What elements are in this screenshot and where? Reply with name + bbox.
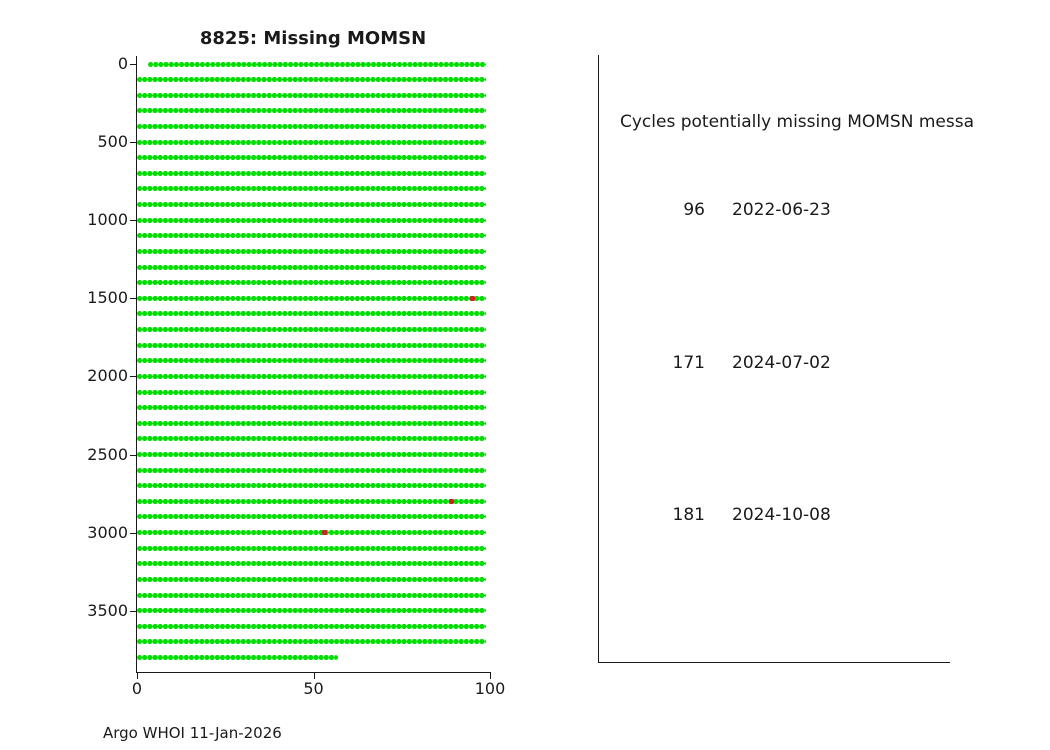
y-tick-label: 0 bbox=[117, 54, 128, 73]
cycle-row bbox=[137, 233, 487, 239]
y-axis-line bbox=[136, 56, 137, 673]
chart-title: 8825: Missing MOMSN bbox=[199, 28, 427, 49]
cycle-row bbox=[137, 420, 487, 426]
cycle-row bbox=[137, 327, 487, 333]
cycle-row bbox=[137, 436, 487, 442]
y-tick-mark bbox=[130, 220, 137, 222]
cycle-row bbox=[137, 452, 487, 457]
missing-cycle-entry: 171 2024-07-02 bbox=[625, 352, 831, 374]
cycle-row bbox=[137, 373, 487, 379]
cycle-row bbox=[137, 280, 487, 286]
entry-date: 2024-07-02 bbox=[732, 352, 831, 373]
entry-cycle-number: 181 bbox=[672, 505, 705, 525]
cycle-row bbox=[137, 608, 487, 614]
cycle-row bbox=[137, 202, 487, 208]
cycle-row bbox=[137, 77, 487, 83]
y-tick-label: 1000 bbox=[87, 210, 128, 230]
y-tick-label: 500 bbox=[97, 132, 128, 152]
entry-date: 2022-06-23 bbox=[732, 200, 831, 220]
cycle-row bbox=[137, 342, 487, 348]
cycle-row bbox=[137, 108, 487, 114]
cycle-row bbox=[137, 358, 487, 364]
cycle-row bbox=[137, 592, 487, 598]
missing-cycle-marker bbox=[321, 530, 327, 536]
cycle-row bbox=[137, 186, 487, 192]
x-tick-mark bbox=[313, 673, 315, 679]
cycle-row bbox=[137, 483, 487, 489]
y-tick-mark bbox=[130, 454, 137, 456]
x-tick-mark bbox=[137, 673, 138, 679]
cycle-row bbox=[137, 467, 487, 473]
y-tick-mark bbox=[130, 532, 137, 534]
cycle-row bbox=[137, 311, 487, 317]
cycle-row bbox=[137, 170, 487, 176]
entry-cycle-number: 96 bbox=[683, 200, 705, 220]
cycle-row bbox=[137, 561, 487, 567]
cycle-row bbox=[137, 545, 487, 551]
cycle-row bbox=[137, 576, 487, 582]
cycle-row bbox=[137, 530, 487, 536]
cycle-row bbox=[137, 639, 487, 645]
cycle-row bbox=[137, 139, 487, 145]
x-tick-mark bbox=[490, 673, 491, 679]
cycle-row bbox=[137, 264, 487, 270]
y-tick-label: 3000 bbox=[87, 522, 128, 542]
cycle-row bbox=[137, 295, 487, 301]
y-tick-mark bbox=[130, 298, 137, 300]
cycle-row bbox=[137, 623, 487, 629]
cycle-row bbox=[137, 498, 487, 504]
cycle-row bbox=[137, 217, 487, 223]
missing-cycle-marker bbox=[469, 295, 475, 301]
y-tick-mark bbox=[130, 64, 137, 65]
x-tick-label: 0 bbox=[131, 679, 143, 698]
y-tick-mark bbox=[130, 610, 137, 612]
entry-cycle-number: 171 bbox=[672, 352, 705, 373]
x-tick-label: 50 bbox=[303, 679, 324, 698]
y-tick-mark bbox=[130, 376, 137, 378]
x-tick-label: 100 bbox=[474, 679, 506, 698]
cycle-row bbox=[137, 248, 487, 254]
cycle-row bbox=[137, 389, 487, 395]
y-tick-label: 2500 bbox=[87, 444, 128, 464]
cycle-row bbox=[147, 61, 487, 67]
missing-cycle-entry: 96 2022-06-23 bbox=[625, 199, 831, 221]
y-tick-label: 1500 bbox=[87, 288, 128, 308]
missing-cycle-marker bbox=[448, 498, 454, 504]
cycle-row bbox=[137, 405, 487, 411]
footer-caption: Argo WHOI 11-Jan-2026 bbox=[103, 724, 282, 742]
y-tick-mark bbox=[130, 142, 137, 144]
cycle-row bbox=[137, 155, 487, 161]
missing-cycles-panel: Cycles potentially missing MOMSN messa 9… bbox=[598, 55, 974, 663]
entry-date: 2024-10-08 bbox=[732, 505, 831, 525]
panel-header: Cycles potentially missing MOMSN messa bbox=[620, 112, 974, 132]
missing-cycle-entry: 181 2024-10-08 bbox=[625, 504, 831, 526]
cycle-row bbox=[137, 655, 339, 661]
cycle-row bbox=[137, 123, 487, 129]
y-tick-label: 3500 bbox=[87, 600, 128, 620]
y-tick-label: 2000 bbox=[87, 366, 128, 386]
cycle-row bbox=[137, 92, 487, 98]
x-axis-line bbox=[136, 672, 491, 673]
cycle-row bbox=[137, 514, 487, 520]
